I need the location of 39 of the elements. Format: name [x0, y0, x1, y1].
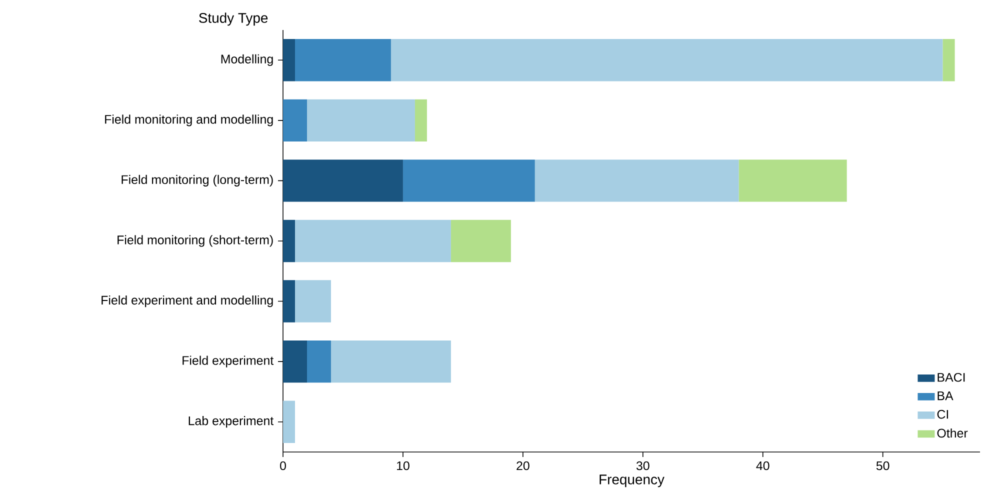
bar — [283, 220, 296, 262]
x-tick-label: 10 — [397, 461, 410, 470]
bar — [283, 280, 296, 322]
bar — [307, 99, 415, 142]
y-tick-label: Field monitoring (short-term) — [118, 235, 273, 247]
bar — [450, 220, 511, 262]
x-tick-label: 0 — [280, 461, 286, 470]
bar — [390, 39, 943, 82]
bar — [307, 340, 331, 383]
x-tick-label: 40 — [756, 461, 770, 470]
y-tick-label: Modelling — [221, 54, 273, 66]
bar — [414, 99, 427, 142]
x-tick-label: 20 — [516, 461, 530, 470]
y-axis-title: Study Type — [199, 12, 268, 26]
legend-label: BA — [938, 392, 954, 400]
y-tick-label: Field experiment and modelling — [102, 295, 273, 308]
bar — [283, 39, 296, 82]
x-tick-label: 30 — [636, 461, 650, 470]
bar — [534, 160, 739, 202]
bar — [330, 340, 451, 383]
bar — [402, 160, 535, 202]
y-tick-label: Field experiment — [182, 356, 274, 368]
bar — [283, 400, 296, 443]
x-tick-label: 50 — [876, 461, 890, 470]
y-tick-label: Field monitoring and modelling — [105, 114, 273, 126]
bar — [295, 220, 451, 262]
y-tick-label: Field monitoring (long-term) — [122, 174, 273, 186]
legend-label: CI — [937, 410, 948, 419]
legend-label: Other — [937, 428, 968, 438]
bar — [738, 160, 847, 202]
bar — [283, 340, 308, 383]
bar — [283, 99, 308, 142]
bar — [295, 280, 331, 322]
bar — [942, 39, 955, 82]
x-axis-title: Frequency — [600, 474, 664, 488]
legend-label: BACI — [938, 372, 965, 382]
bar — [283, 160, 403, 202]
y-tick-label: Lab experiment — [188, 416, 274, 428]
bar — [295, 39, 391, 82]
